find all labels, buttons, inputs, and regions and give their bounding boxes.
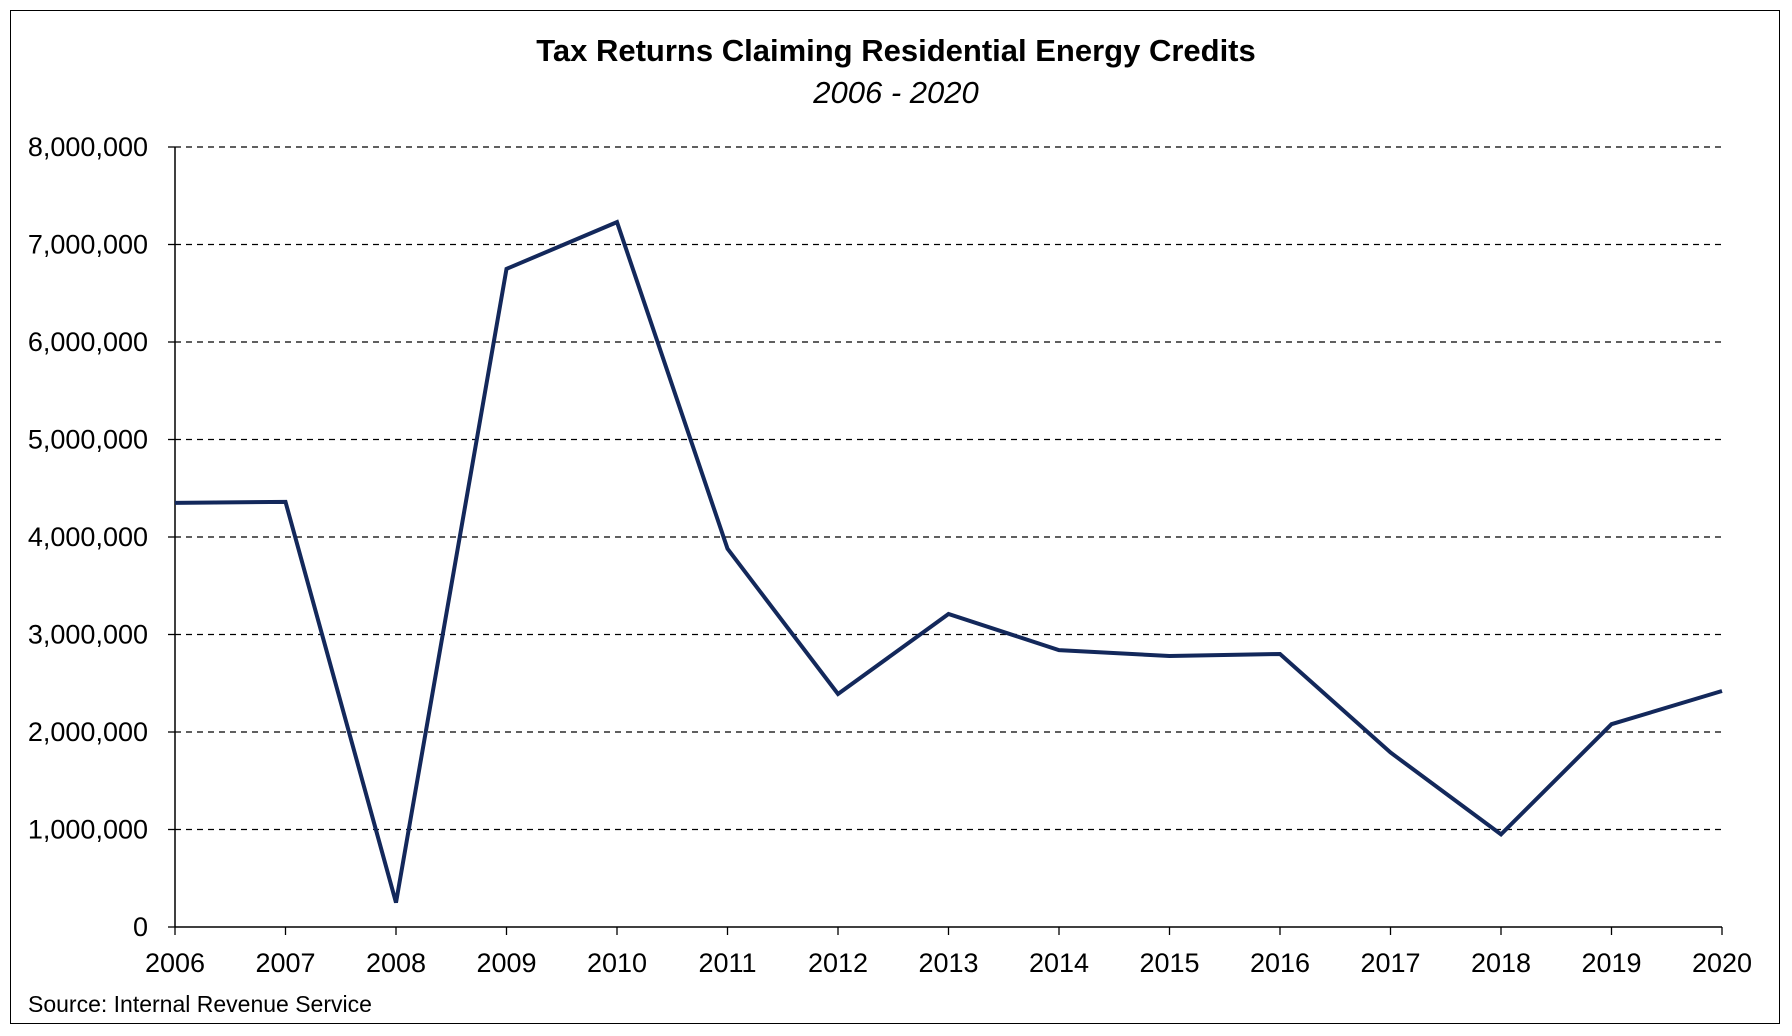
x-tick-label: 2018 <box>1471 948 1531 978</box>
x-tick-label: 2013 <box>918 948 978 978</box>
x-tick-label: 2012 <box>808 948 868 978</box>
x-tick-label: 2017 <box>1360 948 1420 978</box>
y-tick-label: 8,000,000 <box>28 132 148 162</box>
x-tick-label: 2014 <box>1029 948 1089 978</box>
x-tick-labels: 2006 2007 2008 2009 2010 2011 2012 2013 2014 2015… <box>145 948 1752 978</box>
x-tick-label: 2016 <box>1250 948 1310 978</box>
y-tick-labels: 0 1,000,000 2,000,000 3,000,000 4,000,000 5,0… <box>28 132 148 942</box>
x-tick-label: 2010 <box>587 948 647 978</box>
x-tick-label: 2019 <box>1581 948 1641 978</box>
y-tick-label: 3,000,000 <box>28 620 148 650</box>
axes <box>168 146 1723 935</box>
x-tick-label: 2015 <box>1139 948 1199 978</box>
x-tick-label: 2007 <box>255 948 315 978</box>
y-tick-label: 7,000,000 <box>28 230 148 260</box>
y-tick-label: 1,000,000 <box>28 815 148 845</box>
x-tick-label: 2011 <box>698 948 756 978</box>
x-tick-label: 2008 <box>366 948 426 978</box>
x-tick-label: 2020 <box>1692 948 1752 978</box>
x-tick-label: 2006 <box>145 948 205 978</box>
chart-title: Tax Returns Claiming Residential Energy … <box>536 33 1256 68</box>
chart-frame <box>10 10 1780 1024</box>
chart-subtitle: 2006 - 2020 <box>812 75 978 110</box>
series-layer <box>174 219 1723 904</box>
gridlines <box>175 146 1722 831</box>
source-note: Source: Internal Revenue Service <box>28 991 372 1017</box>
y-tick-label: 6,000,000 <box>28 327 148 357</box>
x-tick-label: 2009 <box>476 948 536 978</box>
y-tick-label: 0 <box>133 912 148 942</box>
series-line-0 <box>174 219 1723 904</box>
y-tick-label: 5,000,000 <box>28 425 148 455</box>
y-tick-label: 4,000,000 <box>28 522 148 552</box>
y-tick-label: 2,000,000 <box>28 717 148 747</box>
